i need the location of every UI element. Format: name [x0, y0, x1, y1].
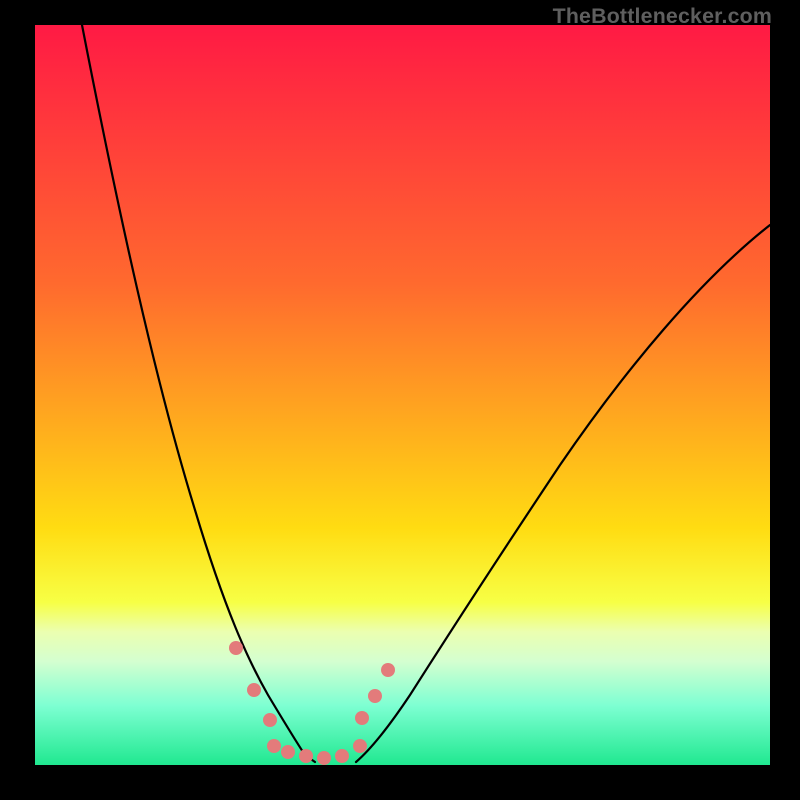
data-marker [263, 713, 277, 727]
data-marker [381, 663, 395, 677]
data-marker [229, 641, 243, 655]
data-marker [353, 739, 367, 753]
data-marker [267, 739, 281, 753]
curve-left [82, 25, 315, 762]
chart-root: TheBottlenecker.com [0, 0, 800, 800]
data-marker [368, 689, 382, 703]
data-marker [281, 745, 295, 759]
curve-layer [0, 0, 800, 800]
curve-right [356, 225, 770, 762]
data-marker [299, 749, 313, 763]
data-marker [335, 749, 349, 763]
data-marker [355, 711, 369, 725]
data-marker [247, 683, 261, 697]
data-marker [317, 751, 331, 765]
